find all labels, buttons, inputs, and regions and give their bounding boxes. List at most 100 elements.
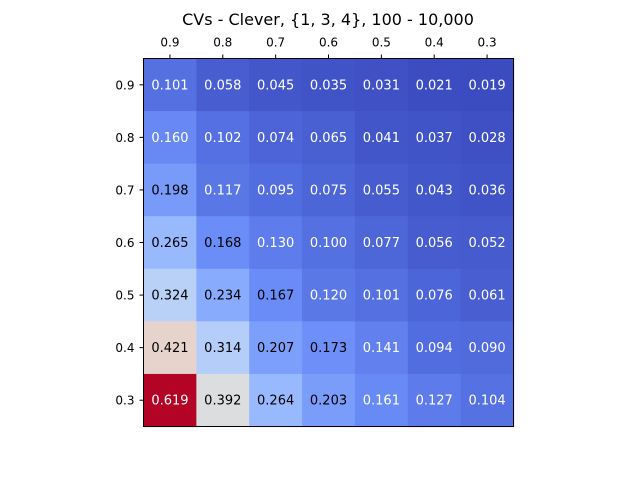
cell-value-label: 0.120 bbox=[310, 289, 347, 304]
x-tick-label: 0.5 bbox=[372, 36, 391, 50]
heatmap-cell bbox=[460, 58, 515, 112]
heatmap-cell bbox=[460, 268, 515, 322]
heatmap-cell bbox=[249, 321, 303, 375]
cell-value-label: 0.127 bbox=[416, 394, 453, 409]
heatmap-cell bbox=[196, 321, 250, 375]
heatmap-cell bbox=[249, 373, 303, 428]
cell-value-label: 0.101 bbox=[151, 78, 188, 93]
cell-value-label: 0.031 bbox=[363, 78, 400, 93]
heatmap-cell bbox=[354, 216, 409, 270]
cell-value-label: 0.324 bbox=[151, 289, 188, 304]
x-tick-label: 0.3 bbox=[478, 36, 497, 50]
heatmap-cell bbox=[407, 373, 462, 428]
cell-value-label: 0.019 bbox=[468, 78, 505, 93]
cell-value-label: 0.074 bbox=[257, 131, 294, 146]
y-tick-label: 0.6 bbox=[115, 236, 134, 250]
heatmap-cell bbox=[143, 321, 197, 375]
cell-value-label: 0.061 bbox=[468, 289, 505, 304]
cell-value-label: 0.058 bbox=[204, 78, 241, 93]
heatmap-cell bbox=[249, 111, 303, 165]
cell-value-label: 0.028 bbox=[468, 131, 505, 146]
cell-value-label: 0.168 bbox=[204, 236, 241, 251]
cell-value-label: 0.264 bbox=[257, 394, 294, 409]
y-tick-label: 0.3 bbox=[115, 394, 134, 408]
heatmap-cell bbox=[143, 216, 197, 270]
y-tick-label: 0.5 bbox=[115, 289, 134, 303]
cell-value-label: 0.198 bbox=[151, 183, 188, 198]
heatmap-cell bbox=[302, 111, 356, 165]
x-tick-label: 0.4 bbox=[425, 36, 444, 50]
cell-value-label: 0.095 bbox=[257, 183, 294, 198]
heatmap-cell bbox=[407, 111, 462, 165]
heatmap-cell bbox=[143, 268, 197, 322]
cell-value-label: 0.041 bbox=[363, 131, 400, 146]
cell-value-label: 0.075 bbox=[310, 183, 347, 198]
heatmap-cell bbox=[302, 163, 356, 217]
y-tick-label: 0.7 bbox=[115, 183, 134, 197]
cell-value-label: 0.104 bbox=[468, 394, 505, 409]
cell-value-label: 0.100 bbox=[310, 236, 347, 251]
cell-value-label: 0.130 bbox=[257, 236, 294, 251]
heatmap-cell bbox=[407, 163, 462, 217]
heatmap-cell bbox=[460, 321, 515, 375]
heatmap-cell bbox=[407, 268, 462, 322]
cell-value-label: 0.207 bbox=[257, 341, 294, 356]
x-tick-label: 0.9 bbox=[160, 36, 179, 50]
cell-value-label: 0.160 bbox=[151, 131, 188, 146]
heatmap-cell bbox=[196, 111, 250, 165]
cell-value-label: 0.234 bbox=[204, 289, 241, 304]
cell-value-label: 0.392 bbox=[204, 394, 241, 409]
heatmap-cell bbox=[407, 321, 462, 375]
cell-value-label: 0.101 bbox=[363, 289, 400, 304]
heatmap-cell bbox=[302, 58, 356, 112]
cell-value-label: 0.314 bbox=[204, 341, 241, 356]
cell-value-label: 0.167 bbox=[257, 289, 294, 304]
heatmap-cell bbox=[302, 321, 356, 375]
cell-value-label: 0.619 bbox=[151, 394, 188, 409]
heatmap-cell bbox=[354, 373, 409, 428]
heatmap-cell bbox=[354, 58, 409, 112]
heatmap-cell bbox=[249, 268, 303, 322]
y-tick-label: 0.8 bbox=[115, 131, 134, 145]
y-tick-label: 0.4 bbox=[115, 341, 134, 355]
cell-value-label: 0.045 bbox=[257, 78, 294, 93]
cell-value-labels: 0.101 0.058 0.045 0.035 0.031 0.021 0.019 0.160… bbox=[151, 78, 505, 408]
cell-value-label: 0.065 bbox=[310, 131, 347, 146]
cell-value-label: 0.094 bbox=[416, 341, 453, 356]
heatmap-cell bbox=[196, 216, 250, 270]
heatmap-cell bbox=[460, 216, 515, 270]
heatmap-cell bbox=[354, 321, 409, 375]
heatmap-cell bbox=[460, 111, 515, 165]
heatmap-cell bbox=[143, 111, 197, 165]
y-axis-ticks: 0.9 0.8 0.7 0.6 0.5 0.4 0.3 bbox=[115, 78, 144, 408]
cell-value-label: 0.052 bbox=[468, 236, 505, 251]
heatmap-cell bbox=[196, 268, 250, 322]
cell-value-label: 0.141 bbox=[363, 341, 400, 356]
cell-value-label: 0.077 bbox=[363, 236, 400, 251]
cell-value-label: 0.090 bbox=[468, 341, 505, 356]
heatmap-cell bbox=[354, 268, 409, 322]
heatmap-cell bbox=[460, 373, 515, 428]
heatmap-cell bbox=[249, 58, 303, 112]
cell-value-label: 0.421 bbox=[151, 341, 188, 356]
heatmap-cell bbox=[354, 111, 409, 165]
cell-value-label: 0.037 bbox=[416, 131, 453, 146]
cell-value-label: 0.102 bbox=[204, 131, 241, 146]
heatmap-cell bbox=[143, 373, 197, 428]
cell-value-label: 0.161 bbox=[363, 394, 400, 409]
x-axis-ticks: 0.9 0.8 0.7 0.6 0.5 0.4 0.3 bbox=[160, 36, 497, 59]
cell-value-label: 0.021 bbox=[416, 78, 453, 93]
heatmap-cell bbox=[196, 163, 250, 217]
heatmap-cell bbox=[143, 58, 197, 112]
cell-value-label: 0.265 bbox=[151, 236, 188, 251]
heatmap-cell bbox=[302, 216, 356, 270]
heatmap-cells bbox=[143, 58, 515, 428]
heatmap-cell bbox=[460, 163, 515, 217]
cell-value-label: 0.056 bbox=[416, 236, 453, 251]
y-tick-label: 0.9 bbox=[115, 78, 134, 92]
heatmap-cell bbox=[302, 373, 356, 428]
heatmap-cell bbox=[407, 58, 462, 112]
heatmap-cell bbox=[407, 216, 462, 270]
cell-value-label: 0.117 bbox=[204, 183, 241, 198]
cell-value-label: 0.036 bbox=[468, 183, 505, 198]
